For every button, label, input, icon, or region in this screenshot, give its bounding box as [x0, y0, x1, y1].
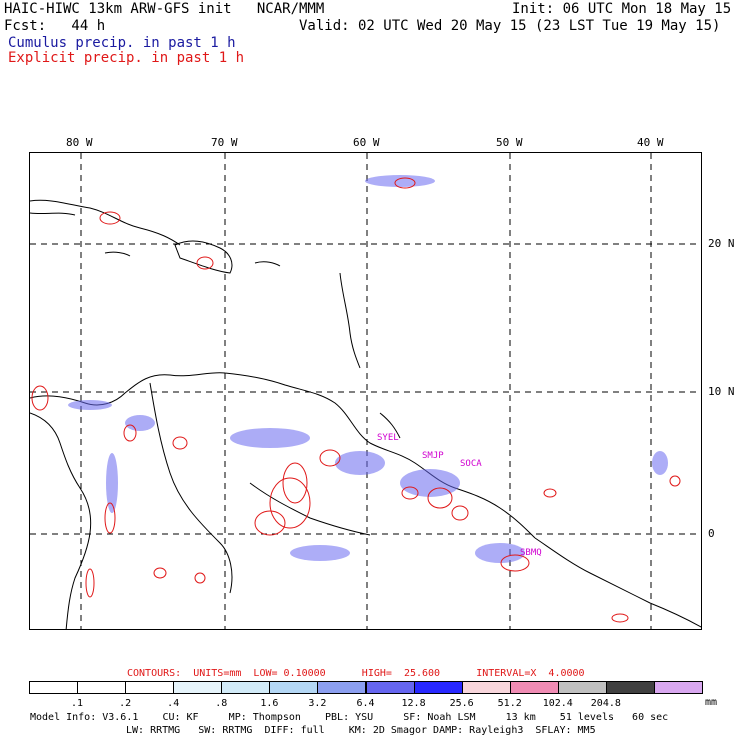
- valid-time: Valid: 02 UTC Wed 20 May 15 (23 LST Tue …: [299, 18, 721, 34]
- hispaniola-coast: [174, 240, 233, 274]
- colorbar-segment: [77, 681, 127, 694]
- colorbar-segment: [605, 681, 655, 694]
- colorbar-segment: [221, 681, 271, 694]
- explicit-legend: Explicit precip. in past 1 h: [8, 50, 245, 66]
- model-info-line2: LW: RRTMG SW: RRTMG DIFF: full KM: 2D Sm…: [126, 725, 596, 736]
- cumulus-cell: [335, 451, 385, 475]
- coastlines: [30, 199, 701, 629]
- cumulus-cell: [230, 428, 310, 448]
- explicit-cell: [394, 177, 416, 189]
- lon-label-80w: 80 W: [66, 136, 93, 149]
- south-america-west-coast: [30, 412, 92, 629]
- colorbar-segment: [125, 681, 175, 694]
- explicit-cell: [196, 256, 214, 270]
- precip-map: SYEL SMJP SOCA SBMQ: [30, 153, 701, 629]
- colorbar-tick-label: 204.8: [590, 698, 621, 709]
- jamaica-coast: [104, 251, 131, 257]
- cumulus-cell: [106, 453, 118, 513]
- explicit-cell: [427, 487, 453, 509]
- colombia-border: [149, 382, 233, 594]
- lat-label-10n: 10 N: [708, 385, 735, 398]
- cumulus-cell: [125, 415, 155, 431]
- south-america-north-coast: [30, 372, 536, 539]
- model-title: HAIC-HIWC 13km ARW-GFS init NCAR/MMM: [4, 1, 325, 17]
- explicit-cell: [611, 613, 629, 623]
- colorbar-segment: [173, 681, 223, 694]
- lon-label-60w: 60 W: [353, 136, 380, 149]
- explicit-cell: [153, 567, 167, 579]
- colorbar-tick-label: 1.6: [260, 698, 279, 709]
- explicit-cell: [123, 424, 137, 442]
- forecast-hour: Fcst: 44 h: [4, 18, 106, 34]
- cumulus-cell: [365, 175, 435, 187]
- cumulus-cell: [68, 400, 112, 410]
- explicit-precip: [31, 177, 681, 623]
- cuba-south-coast: [30, 212, 76, 216]
- cumulus-legend: Cumulus precip. in past 1 h: [8, 35, 236, 51]
- explicit-cell: [319, 449, 341, 467]
- init-time: Init: 06 UTC Mon 18 May 15: [512, 1, 732, 17]
- colorbar-tick-label: 6.4: [356, 698, 375, 709]
- brazil-coast: [534, 537, 701, 628]
- model-info-line1: Model Info: V3.6.1 CU: KF MP: Thompson P…: [30, 712, 669, 723]
- station-label-sbmq: SBMQ: [520, 548, 542, 558]
- colorbar-tick-label: .8: [215, 698, 228, 709]
- explicit-cell: [669, 475, 681, 487]
- colorbar-unit: mm: [705, 697, 718, 708]
- amazon-border: [249, 482, 371, 536]
- colorbar-tick-label: 102.4: [542, 698, 573, 709]
- lat-label-0: 0: [708, 527, 715, 540]
- antilles-arc: [339, 272, 361, 369]
- cuba-coast: [30, 199, 181, 246]
- explicit-cell: [104, 502, 116, 534]
- colorbar-tick-label: .2: [119, 698, 132, 709]
- colorbar-segment: [317, 681, 367, 694]
- cumulus-cell: [652, 451, 668, 475]
- explicit-cell: [269, 477, 311, 529]
- colorbar-segment: [29, 681, 79, 694]
- colorbar-tick-label: 25.6: [449, 698, 474, 709]
- colorbar-tick-label: .1: [71, 698, 84, 709]
- colorbar-tick-label: 51.2: [497, 698, 522, 709]
- cumulus-cell: [290, 545, 350, 561]
- lon-label-50w: 50 W: [496, 136, 523, 149]
- explicit-cell: [451, 505, 469, 521]
- puerto-rico-coast: [254, 261, 281, 267]
- lon-label-40w: 40 W: [637, 136, 664, 149]
- colorbar-segment: [461, 681, 511, 694]
- explicit-cell: [543, 488, 557, 498]
- guyana-border: [379, 412, 401, 439]
- explicit-cell: [500, 554, 530, 572]
- colorbar-segment: [413, 681, 463, 694]
- explicit-cell: [85, 568, 95, 598]
- explicit-cell: [172, 436, 188, 450]
- station-label-syel: SYEL: [377, 433, 399, 443]
- contour-info: CONTOURS: UNITS=mm LOW= 0.10000 HIGH= 25…: [127, 668, 585, 679]
- colorbar-segment: [509, 681, 559, 694]
- explicit-cell: [401, 486, 419, 500]
- explicit-cell: [254, 510, 286, 536]
- colorbar-segment: [557, 681, 607, 694]
- explicit-cell: [194, 572, 206, 584]
- colorbar-tick-label: .4: [167, 698, 180, 709]
- explicit-cell: [99, 211, 121, 225]
- cumulus-cell: [400, 469, 460, 497]
- cumulus-precip: [68, 175, 668, 563]
- station-label-soca: SOCA: [460, 459, 482, 469]
- map-panel: SYEL SMJP SOCA SBMQ: [29, 152, 702, 630]
- lat-label-20n: 20 N: [708, 237, 735, 250]
- cumulus-cell: [475, 543, 525, 563]
- colorbar-segment: [269, 681, 319, 694]
- colorbar-tick-label: 12.8: [401, 698, 426, 709]
- station-labels: SYEL SMJP SOCA SBMQ: [377, 433, 542, 558]
- colorbar-segment: [365, 681, 415, 694]
- explicit-cell: [31, 385, 49, 411]
- station-label-smjp: SMJP: [422, 451, 444, 461]
- colorbar-tick-label: 3.2: [308, 698, 327, 709]
- lon-label-70w: 70 W: [211, 136, 238, 149]
- colorbar-segment: [653, 681, 703, 694]
- explicit-cell: [282, 462, 308, 504]
